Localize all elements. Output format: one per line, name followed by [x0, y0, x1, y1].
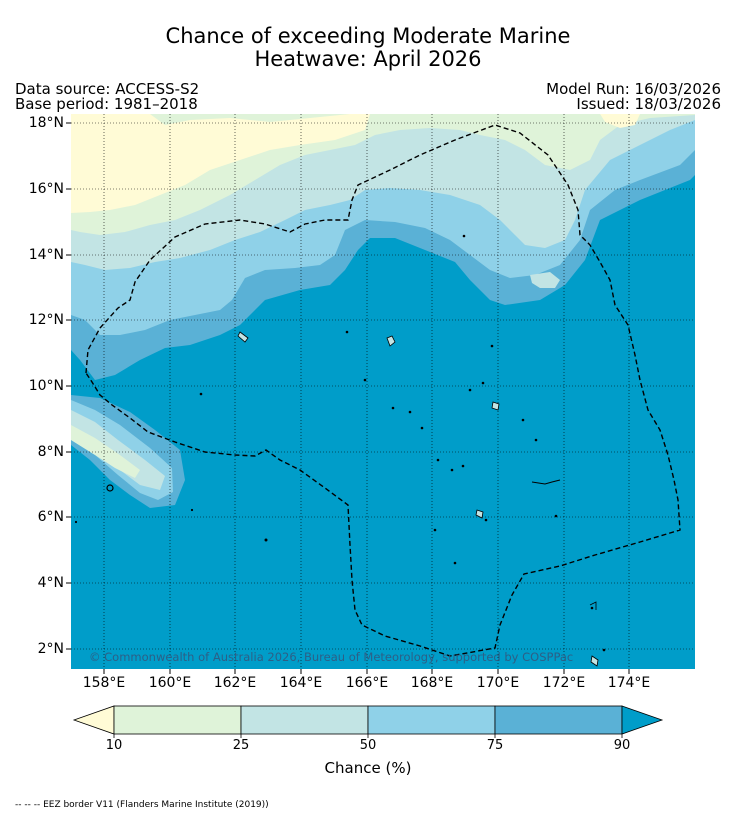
lon-label: 172°E [542, 675, 586, 691]
lat-label: 6°N [37, 509, 64, 525]
lat-label: 8°N [37, 444, 64, 460]
colorbar-tick-label: 25 [232, 738, 250, 753]
colorbar-below-10 [72, 705, 115, 735]
lat-label: 16°N [28, 181, 64, 197]
islands [74, 234, 606, 667]
colorbar-tick-label: 75 [486, 738, 504, 753]
region-10-25-west [71, 425, 140, 478]
region-below-10 [71, 114, 370, 213]
eez-footnote: -- -- -- EEZ border V11 (Flanders Marine… [15, 800, 269, 810]
lon-label: 174°E [607, 675, 651, 691]
region-25-50-west [71, 410, 165, 490]
copyright-text: © Commonwealth of Australia 2026, Bureau… [89, 650, 574, 664]
lon-label: 166°E [345, 675, 389, 691]
colorbar [72, 705, 664, 738]
lon-label: 162°E [213, 675, 257, 691]
lat-label: 12°N [28, 312, 64, 328]
lat-label: 14°N [28, 247, 64, 263]
colorbar-tick-label: 90 [613, 738, 631, 753]
lon-label: 170°E [476, 675, 520, 691]
lon-label: 164°E [279, 675, 323, 691]
lon-label: 158°E [82, 675, 126, 691]
colorbar-tick-label: 10 [105, 738, 123, 753]
lat-label: 4°N [37, 575, 64, 591]
map-title-line-1: Chance of exceeding Moderate Marine [165, 24, 571, 48]
colorbar-25-50 [240, 705, 369, 735]
data-source-text: Data source: ACCESS-S2 [15, 80, 200, 98]
colorbar-10-25 [113, 705, 242, 735]
colorbar-label: Chance (%) [324, 759, 412, 777]
lat-label: 18°N [28, 115, 64, 131]
colorbar-tick-label: 50 [359, 738, 377, 753]
graticule [71, 114, 695, 669]
region-10-25-ne [575, 114, 605, 130]
colorbar-75-90 [494, 705, 623, 735]
colorbar-above-90 [621, 705, 664, 735]
eez-border [85, 124, 681, 657]
model-run-text: Model Run: 16/03/2026 [546, 80, 721, 98]
region-below-10-ne [600, 114, 640, 128]
lon-label: 168°E [410, 675, 454, 691]
colorbar-50-75 [367, 705, 496, 735]
lon-label: 160°E [148, 675, 192, 691]
lat-label: 10°N [28, 378, 64, 394]
map-title-line-2: Heatwave: April 2026 [254, 47, 482, 71]
lat-label: 2°N [37, 641, 64, 657]
axis-ticks [66, 122, 630, 674]
base-period-text: Base period: 1981–2018 [15, 95, 198, 113]
issued-text: Issued: 18/03/2026 [576, 95, 721, 113]
region-25-50-patch [530, 272, 560, 288]
